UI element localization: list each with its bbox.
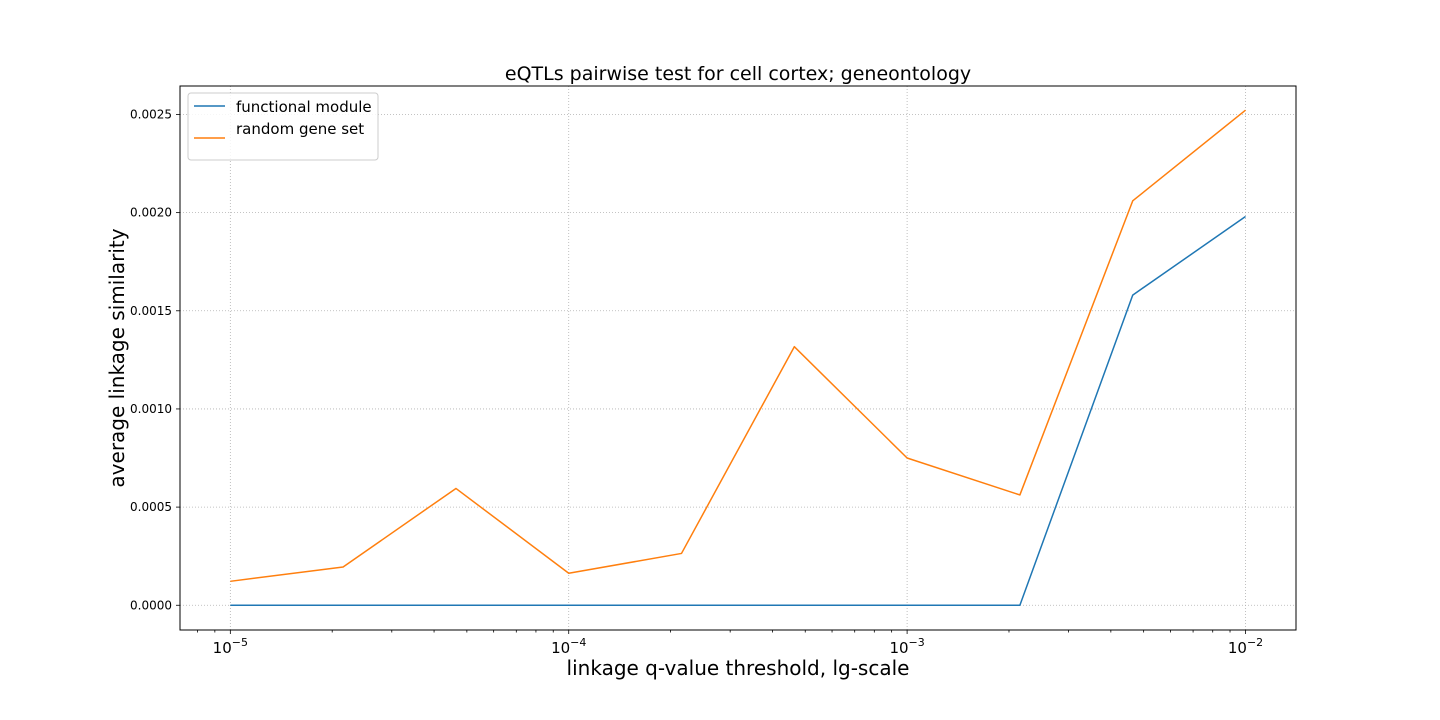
x-tick-label: 10−5 [213, 636, 248, 657]
series-lines [230, 109, 1246, 607]
x-axis-label: linkage q-value threshold, lg-scale [567, 656, 910, 680]
plot-frame [179, 85, 1297, 631]
legend-box [187, 92, 379, 161]
legend: functional module random gene set [187, 92, 379, 161]
y-axis-ticks: 0.0000 0.0005 0.0010 0.0015 0.0020 0.0025 [130, 107, 180, 612]
grid [180, 86, 1296, 630]
legend-label-functional-module: functional module [236, 98, 372, 116]
series-line-random-gene-set [230, 109, 1246, 583]
x-tick-label: 10−2 [1228, 636, 1263, 657]
x-tick-label: 10−3 [889, 636, 924, 657]
y-tick-label: 0.0005 [130, 500, 172, 514]
x-axis-ticks: 10−5 10−4 10−3 10−2 [213, 630, 1263, 657]
y-tick-label: 0.0015 [130, 304, 172, 318]
y-axis-label: average linkage similarity [105, 228, 129, 487]
x-tick-label: 10−4 [551, 636, 586, 657]
y-tick-label: 0.0025 [130, 107, 172, 121]
y-tick-label: 0.0020 [130, 206, 172, 220]
chart-title: eQTLs pairwise test for cell cortex; gen… [505, 63, 971, 85]
y-tick-label: 0.0000 [130, 598, 172, 612]
y-tick-label: 0.0010 [130, 402, 172, 416]
legend-label-random-gene-set: random gene set [236, 120, 364, 138]
series-line-functional-module [230, 215, 1246, 607]
